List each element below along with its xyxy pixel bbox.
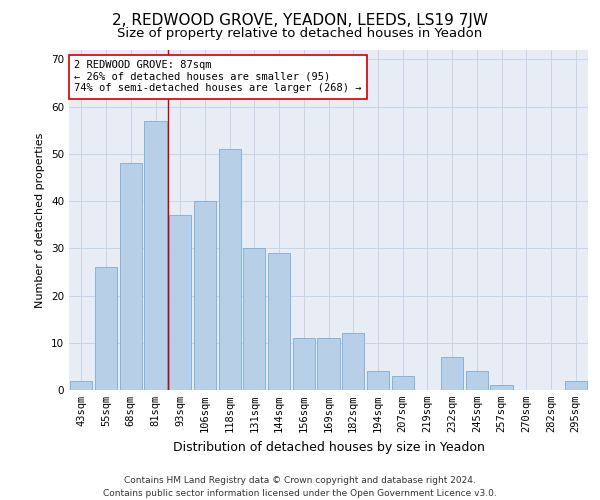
Bar	[194, 201, 216, 390]
Text: Contains HM Land Registry data © Crown copyright and database right 2024.
Contai: Contains HM Land Registry data © Crown c…	[103, 476, 497, 498]
Bar	[466, 371, 488, 390]
Bar	[317, 338, 340, 390]
Text: 2 REDWOOD GROVE: 87sqm
← 26% of detached houses are smaller (95)
74% of semi-det: 2 REDWOOD GROVE: 87sqm ← 26% of detached…	[74, 60, 362, 94]
Text: Size of property relative to detached houses in Yeadon: Size of property relative to detached ho…	[118, 28, 482, 40]
Bar	[367, 371, 389, 390]
Bar	[392, 376, 414, 390]
X-axis label: Distribution of detached houses by size in Yeadon: Distribution of detached houses by size …	[173, 440, 484, 454]
Bar	[268, 253, 290, 390]
Bar	[145, 121, 167, 390]
Bar	[218, 149, 241, 390]
Bar	[441, 357, 463, 390]
Bar	[243, 248, 265, 390]
Bar	[293, 338, 315, 390]
Bar	[565, 380, 587, 390]
Bar	[169, 216, 191, 390]
Bar	[490, 386, 512, 390]
Y-axis label: Number of detached properties: Number of detached properties	[35, 132, 46, 308]
Text: 2, REDWOOD GROVE, YEADON, LEEDS, LS19 7JW: 2, REDWOOD GROVE, YEADON, LEEDS, LS19 7J…	[112, 12, 488, 28]
Bar	[70, 380, 92, 390]
Bar	[342, 334, 364, 390]
Bar	[119, 164, 142, 390]
Bar	[95, 267, 117, 390]
